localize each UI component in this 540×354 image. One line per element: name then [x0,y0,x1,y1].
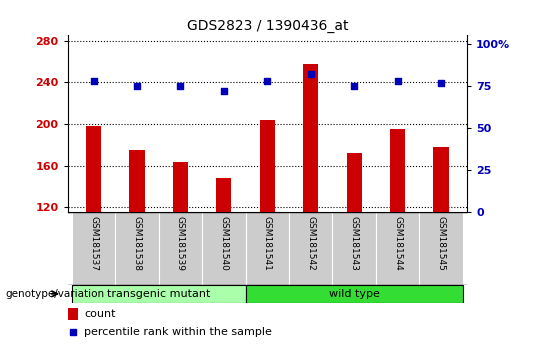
Text: GSM181538: GSM181538 [132,216,141,271]
Text: GSM181543: GSM181543 [350,216,359,271]
Bar [72,212,115,285]
Point [393,78,402,84]
Bar [376,212,420,285]
Text: percentile rank within the sample: percentile rank within the sample [84,327,272,337]
Text: GSM181545: GSM181545 [436,216,446,271]
Text: transgenic mutant: transgenic mutant [107,289,211,299]
Bar [289,212,333,285]
Point [176,83,185,89]
Bar [173,162,188,212]
Bar [86,126,101,212]
Text: wild type: wild type [329,289,380,299]
Bar [130,150,145,212]
Bar [303,63,319,212]
Bar [333,212,376,285]
Bar [72,285,246,303]
Bar [260,120,275,212]
Text: count: count [84,309,116,319]
Text: GSM181542: GSM181542 [306,216,315,271]
Point [437,80,445,85]
Text: GSM181544: GSM181544 [393,216,402,271]
Bar [420,212,463,285]
Bar [216,178,232,212]
Point [133,83,141,89]
Text: GSM181539: GSM181539 [176,216,185,271]
Text: GSM181540: GSM181540 [219,216,228,271]
Text: GSM181541: GSM181541 [263,216,272,271]
Text: genotype/variation: genotype/variation [5,289,105,299]
Bar [434,147,449,212]
Bar [347,153,362,212]
Bar [115,212,159,285]
Point [220,88,228,94]
Point [306,72,315,77]
Point [89,78,98,84]
Bar [159,212,202,285]
Text: GSM181537: GSM181537 [89,216,98,271]
Bar [246,285,463,303]
Point [69,329,77,335]
Bar [68,308,78,320]
Bar [390,129,405,212]
Point [350,83,359,89]
Bar [246,212,289,285]
Title: GDS2823 / 1390436_at: GDS2823 / 1390436_at [186,19,348,33]
Bar [202,212,246,285]
Point [263,78,272,84]
